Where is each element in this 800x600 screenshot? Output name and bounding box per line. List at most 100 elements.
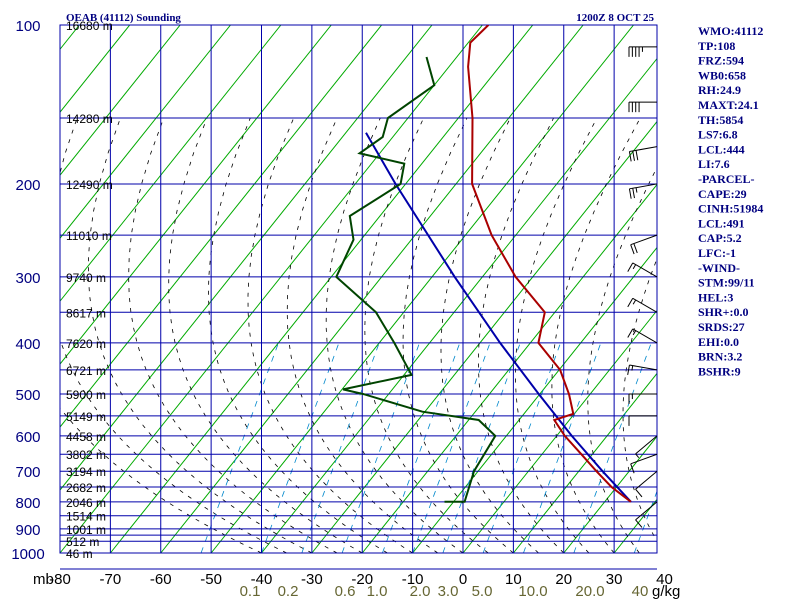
moist-adiabat (477, 117, 565, 554)
wind-barb (635, 435, 658, 459)
height-label: 7620 m (66, 337, 106, 351)
mixing-unit-label: g/kg (652, 583, 680, 600)
chart-title: OEAB (41112) Sounding (66, 12, 181, 24)
pressure-label-500: 500 (15, 387, 40, 404)
wind-barbs (627, 46, 658, 528)
mixing-ratio-label: 5.0 (472, 583, 493, 600)
stat-line: -PARCEL- (698, 172, 754, 186)
mixing-ratio-label: 20.0 (575, 583, 604, 600)
dry-adiabat (361, 183, 657, 554)
dry-adiabat (60, 25, 383, 428)
barb-half (632, 330, 637, 336)
stat-line: CAPE:29 (698, 187, 747, 201)
dry-adiabat (60, 25, 332, 365)
pressure-label-700: 700 (15, 464, 40, 481)
height-label: 6721 m (66, 364, 106, 378)
barb-half (632, 264, 637, 270)
dry-adiabat (60, 25, 231, 239)
barb-shaft (635, 501, 658, 521)
stat-line: BSHR:9 (698, 364, 741, 378)
barb-half (635, 453, 640, 459)
dry-adiabat (311, 120, 657, 554)
profiles (335, 25, 632, 503)
temp-tick-label: 10 (505, 571, 522, 588)
dry-adiabat (60, 25, 433, 491)
barb-flag (627, 364, 630, 375)
stat-line: TH:5854 (698, 113, 743, 127)
temp-tick-label: 20 (555, 571, 572, 588)
wind-barb (628, 415, 657, 426)
moist-adiabat (168, 117, 363, 554)
height-label: 9740 m (66, 271, 106, 285)
wind-barb (628, 146, 658, 162)
height-label: 4458 m (66, 430, 106, 444)
wind-barb (627, 297, 658, 313)
pressure-label-600: 600 (15, 429, 40, 446)
dewpoint-line (335, 56, 497, 503)
dry-adiabat (765, 25, 800, 553)
pressure-label-300: 300 (15, 270, 40, 287)
temp-tick-label: -70 (100, 571, 122, 588)
temperature-line (467, 25, 632, 503)
grid (59, 24, 658, 570)
moist-adiabat (207, 117, 388, 554)
dry-adiabat (60, 25, 282, 302)
temp-tick-label: -40 (251, 571, 273, 588)
barb-flag (630, 244, 635, 255)
dry-adiabat (462, 309, 657, 554)
mixing-ratio-line (412, 342, 491, 554)
moist-adiabat (87, 117, 313, 554)
height-label: 16680 m (66, 19, 113, 33)
dry-adiabat (512, 372, 657, 554)
stat-line: RH:24.9 (698, 83, 741, 97)
height-label: 3802 m (66, 448, 106, 462)
moist-adiabat (247, 117, 413, 554)
height-label: 1514 m (66, 510, 106, 524)
barb-shaft (635, 470, 658, 490)
dry-adiabat (412, 246, 657, 554)
height-label: 2682 m (66, 481, 106, 495)
temp-tick-label: 0 (459, 571, 467, 588)
chart-time: 1200Z 8 OCT 25 (576, 12, 654, 24)
height-label: 512 m (66, 535, 99, 549)
temp-tick-label: -50 (200, 571, 222, 588)
stat-line: SHR+:0.0 (698, 305, 749, 319)
moist-adiabat (325, 117, 464, 554)
moist-adiabat (60, 407, 262, 554)
dry-adiabat (60, 25, 483, 554)
barb-flag (635, 150, 639, 161)
stat-line: TP:108 (698, 39, 735, 53)
stat-line: MAXT:24.1 (698, 98, 759, 112)
mixing-ratio-line (633, 490, 657, 554)
barb-shaft (629, 183, 658, 190)
wind-barb (628, 183, 658, 199)
height-label: 3194 m (66, 465, 106, 479)
mixing-ratio-line (523, 342, 602, 554)
wind-barb (627, 328, 658, 344)
stat-line: -WIND- (698, 261, 740, 275)
barb-flag (633, 243, 638, 254)
height-label: 46 m (66, 547, 93, 561)
mixing-ratio-line (382, 342, 461, 554)
pressure-label-400: 400 (15, 336, 40, 353)
temp-tick-label: -80 (49, 571, 71, 588)
mixing-ratio-line (200, 342, 279, 554)
mixing-ratio-label: 40 (632, 583, 649, 600)
temp-tick-label: 30 (606, 571, 623, 588)
barb-flag (632, 150, 635, 161)
mixing-ratio-label: 10.0 (518, 583, 547, 600)
pressure-label-100: 100 (15, 18, 40, 35)
wind-barb (635, 470, 658, 498)
height-label: 2046 m (66, 496, 106, 510)
pressure-unit-label: mb (33, 571, 54, 588)
dry-adiabat (563, 435, 657, 554)
height-label: 1001 m (66, 523, 106, 537)
barb-shaft (632, 297, 658, 313)
stat-line: WB0:658 (698, 68, 746, 82)
stat-line: CAP:5.2 (698, 231, 742, 245)
barb-half (632, 299, 637, 305)
wind-barb (627, 364, 658, 375)
moist-adiabats (60, 117, 657, 554)
barb-shaft (629, 364, 658, 371)
wind-barb (627, 262, 658, 278)
